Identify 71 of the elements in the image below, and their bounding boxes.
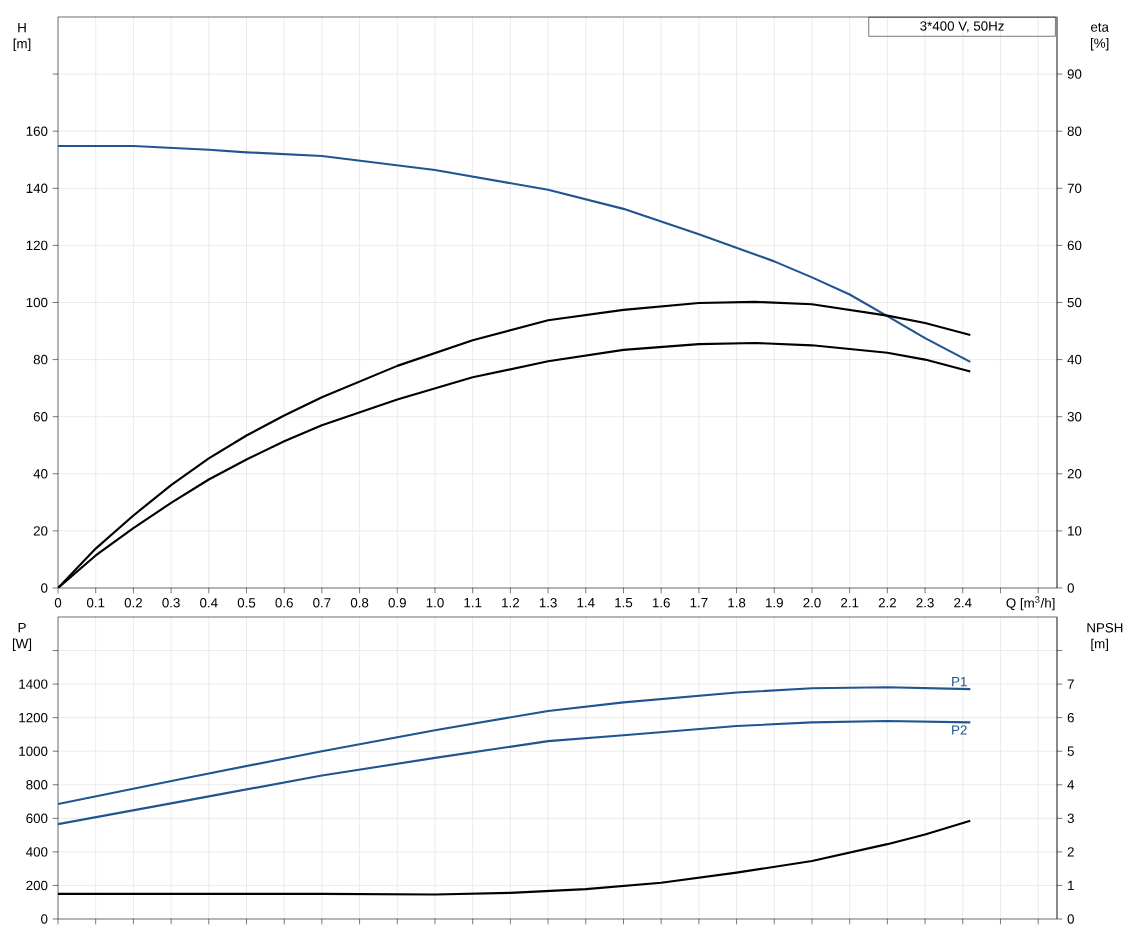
x-tick-label: 0.9 [388, 598, 406, 608]
x-axis-title: Q [m$^{3}$/h] [1006, 596, 1055, 611]
y2-tick-label: 7 [1067, 679, 1074, 689]
y2-tick-label: 2 [1067, 847, 1074, 857]
x-tick-label: 0.4 [200, 598, 218, 608]
x-tick-label: 0.1 [86, 598, 105, 608]
y-axis-title: H [m] [13, 23, 31, 51]
x-tick-label: 2.2 [878, 598, 896, 608]
y2-tick-label: 0 [1067, 583, 1074, 593]
y-tick-label: 80 [33, 354, 48, 365]
y-tick-label: 0 [41, 583, 48, 593]
x-tick-label: 1.4 [577, 598, 595, 608]
x-tick-label: 1.9 [766, 598, 783, 608]
y-tick-label: 160 [26, 126, 48, 136]
line-series [58, 719, 972, 826]
x-tick-label: 1.5 [615, 598, 633, 608]
y-tick-label: 20 [33, 526, 48, 536]
x-tick-label: 1.8 [728, 598, 746, 608]
y2-tick-label: 20 [1067, 469, 1082, 479]
y-tick-label: 200 [26, 880, 48, 891]
y2-tick-label: 80 [1067, 126, 1082, 136]
x-tick-label: 2.1 [841, 598, 859, 608]
x-tick-label: 1.3 [539, 598, 557, 608]
annotation: 3*400 V, 50Hz [920, 21, 1004, 33]
x-tick-label: 0.7 [313, 598, 331, 608]
y-tick-label: 1000 [19, 746, 48, 756]
x-tick-label: 0.2 [124, 598, 143, 608]
x-tick-label: 0.6 [275, 598, 293, 608]
line-series [58, 144, 972, 363]
x-tick-label: 1.1 [464, 598, 482, 608]
x-tick-label: 0.8 [350, 598, 369, 608]
y2-tick-label: 0 [1067, 914, 1074, 924]
y-tick-label: 800 [26, 780, 48, 790]
y2-tick-label: 1 [1068, 880, 1074, 891]
y2-tick-label: 40 [1067, 354, 1082, 365]
y2-tick-label: 10 [1068, 526, 1082, 536]
y2-tick-label: 5 [1067, 746, 1074, 756]
x-tick-label: 2.4 [954, 598, 972, 608]
y2-tick-label: 4 [1067, 780, 1075, 790]
y-tick-label: 40 [33, 469, 48, 479]
line-series [58, 686, 972, 806]
y2-tick-label: 70 [1067, 183, 1082, 193]
y-tick-label: 400 [26, 847, 48, 857]
y2-axis-title: NPSH [m] [1087, 623, 1123, 652]
x-tick-label: 2.3 [916, 598, 934, 608]
y2-tick-label: 30 [1067, 411, 1082, 422]
y-tick-label: 120 [26, 240, 48, 251]
y-axis-title: P [W] [12, 623, 32, 651]
y2-tick-label: 90 [1067, 69, 1082, 79]
x-tick-label: 1.2 [502, 598, 519, 608]
y2-axis-title: eta [%] [1090, 23, 1109, 51]
x-tick-label: 1.0 [426, 598, 444, 608]
x-tick-label: 0.5 [237, 598, 256, 608]
y-tick-label: 60 [33, 411, 48, 422]
series-label: P2 [952, 725, 967, 735]
y2-tick-label: 50 [1067, 297, 1082, 308]
x-tick-label: 2.0 [803, 598, 821, 608]
y-tick-label: 1200 [19, 712, 48, 723]
y-tick-label: 140 [26, 183, 48, 193]
x-tick-label: 1.6 [652, 598, 670, 608]
y-tick-label: 600 [26, 813, 48, 824]
y2-tick-label: 60 [1067, 240, 1082, 251]
y2-tick-label: 6 [1067, 712, 1074, 723]
y-tick-label: 1400 [19, 679, 48, 689]
y-tick-label: 100 [26, 297, 48, 308]
y-tick-label: 0 [41, 914, 48, 924]
x-tick-label: 0.3 [162, 598, 180, 608]
x-tick-label: 0 [54, 598, 62, 608]
series-label: P1 [952, 677, 967, 687]
x-tick-label: 1.7 [690, 598, 708, 608]
y2-tick-label: 3 [1067, 813, 1074, 824]
